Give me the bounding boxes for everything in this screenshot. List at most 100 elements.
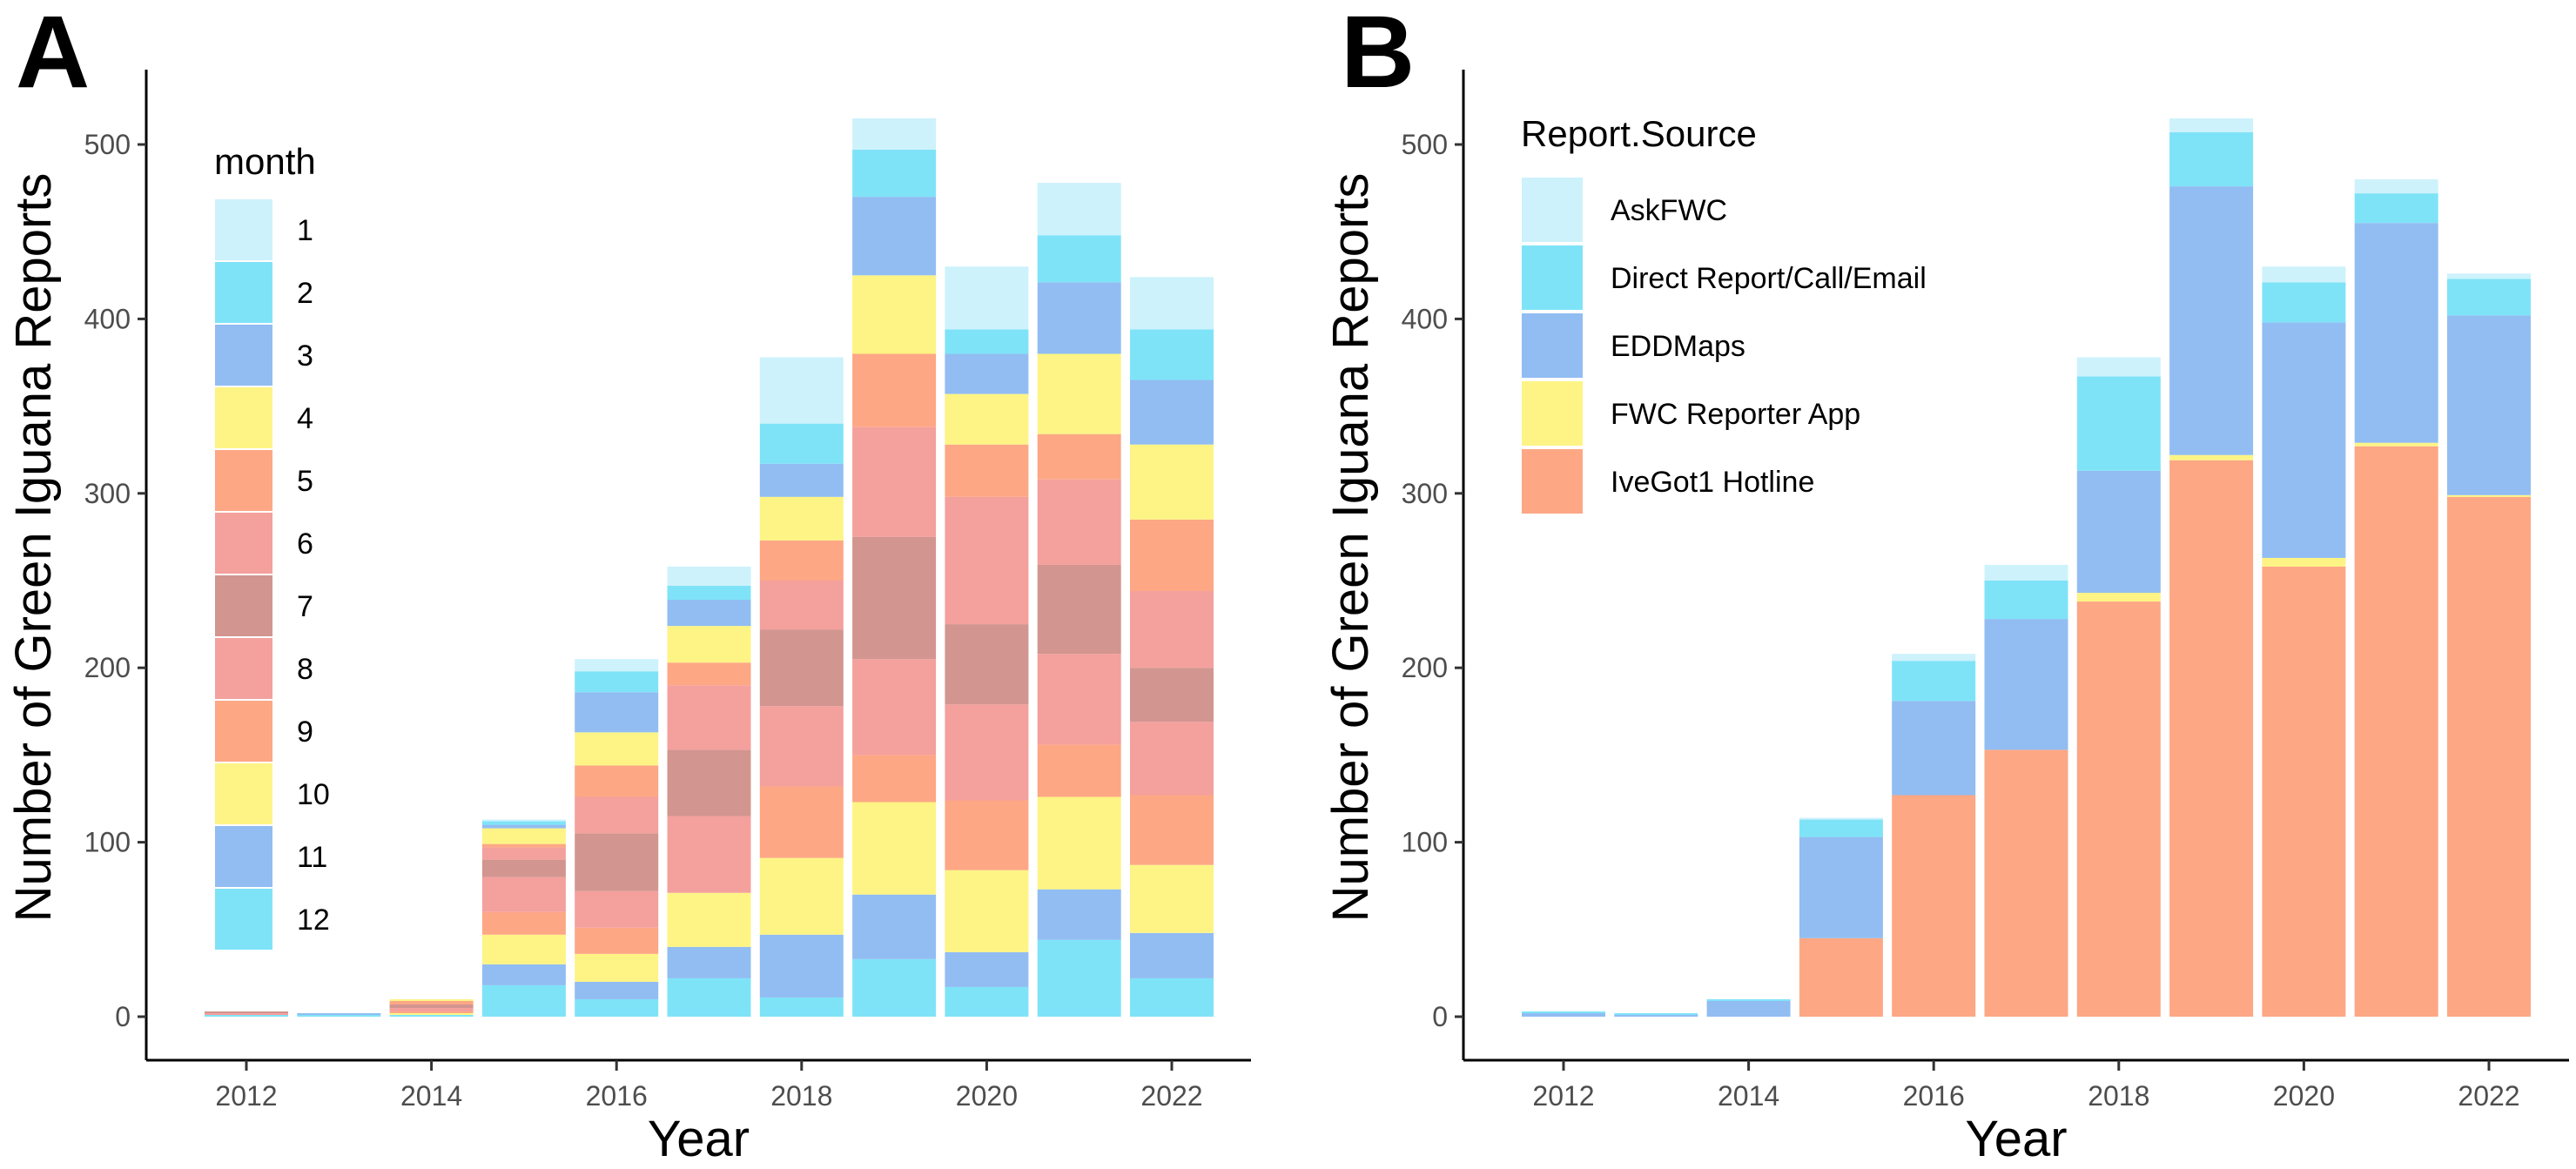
panel-b-bar-2016-ivegot1-hotline <box>1892 795 1976 1017</box>
panel-b-bar-2016-direct-report-call-email <box>1892 661 1976 702</box>
panel-a-bar-2017-3 <box>667 600 751 627</box>
panel-a-bar-2016-8 <box>575 890 659 928</box>
panel-a-bar-2019-10 <box>852 802 937 895</box>
panel-a-bar-2019-12 <box>852 958 937 1017</box>
panel-a-x-ticks: 2012 2014 2016 2018 2020 2022 <box>215 1060 1203 1112</box>
panel-a-bar-2022-8 <box>1130 722 1214 796</box>
panel-b-bar-2020-eddmaps <box>2262 322 2346 558</box>
panel-letter-b: B <box>1341 0 1415 110</box>
panel-a-bar-2020-1 <box>945 266 1029 330</box>
panel-a-y-tick-label: 300 <box>84 478 131 509</box>
panel-a-bar-2016-9 <box>575 927 659 954</box>
panel-a-bar-2014-10 <box>389 1012 474 1015</box>
panel-b-x-ticks: 2012 2014 2016 2018 2020 2022 <box>1532 1060 2520 1112</box>
panel-b-legend-label: AskFWC <box>1611 194 1727 227</box>
panel-a-y-tick-label: 0 <box>115 1001 131 1032</box>
panel-b-bar-2014-eddmaps <box>1706 1000 1791 1017</box>
panel-a-bar-2021-7 <box>1037 564 1121 655</box>
panel-b-bar-2017-eddmaps <box>1984 619 2068 750</box>
panel-a-bar-2019-8 <box>852 659 937 756</box>
panel-a-bar-2016-12 <box>575 998 659 1017</box>
panel-a-bar-2014-9 <box>389 1011 474 1013</box>
panel-a-legend-swatch <box>215 262 272 323</box>
panel-a-bar-2012-8 <box>205 1012 288 1015</box>
panel-a-x-tick-label: 2012 <box>215 1080 277 1112</box>
panel-b-bar-2016-eddmaps <box>1892 701 1976 796</box>
panel-a-bar-2014-8 <box>389 1007 474 1011</box>
panel-a-bar-2018-1 <box>759 357 844 424</box>
panel-b-bar-2016-askfwc <box>1892 654 1976 662</box>
panel-a-bar-2016-1 <box>575 659 659 672</box>
panel-b-x-tick-label: 2012 <box>1532 1080 1594 1112</box>
panel-b-bar-2022-direct-report-call-email <box>2447 279 2531 316</box>
panel-a-bar-2016-5 <box>575 765 659 797</box>
panel-a-bar-2016-2 <box>575 671 659 693</box>
panel-a-bar-2014-12 <box>389 1014 474 1017</box>
panel-a-legend-label: 11 <box>297 841 327 874</box>
panel-b-bar-2017-ivegot1-hotline <box>1984 749 2068 1017</box>
panel-a-legend-title: month <box>214 141 316 182</box>
panel-a-bar-2020-2 <box>945 329 1029 354</box>
panel-a-bar-2014-7 <box>389 1004 474 1008</box>
panel-b-bar-2019-fwc-reporter-app <box>2169 454 2254 460</box>
panel-b-x-tick-label: 2014 <box>1718 1080 1779 1112</box>
panel-a-bar-2012-12 <box>205 1014 288 1017</box>
panel-b-legend-swatch <box>1522 381 1583 446</box>
panel-b-bar-2015-ivegot1-hotline <box>1799 937 1883 1017</box>
panel-a-y-tick-label: 100 <box>84 827 131 858</box>
panel-a-legend-label: 4 <box>297 402 313 435</box>
panel-a-bar-2020-11 <box>945 951 1029 987</box>
panel-a-bar-2017-11 <box>667 946 751 978</box>
panel-a-bar-2022-5 <box>1130 519 1214 592</box>
panel-a-bar-2022-7 <box>1130 668 1214 722</box>
panel-a-bar-2022-11 <box>1130 932 1214 978</box>
panel-a-bar-2019-4 <box>852 275 937 354</box>
panel-a-x-tick-label: 2014 <box>400 1080 462 1112</box>
panel-a-bar-2018-7 <box>759 629 844 707</box>
panel-a-legend-label: 8 <box>297 653 313 686</box>
panel-a-bar-2017-8 <box>667 816 751 893</box>
panel-b-y-tick-label: 300 <box>1402 478 1448 509</box>
panel-a-bar-2016-4 <box>575 732 659 766</box>
panel-a-bar-2017-1 <box>667 566 751 587</box>
panel-a-bar-2018-11 <box>759 934 844 998</box>
panel-a-bar-2019-6 <box>852 427 937 537</box>
panel-a-bar-2019-9 <box>852 755 937 803</box>
panel-b-bar-2022-ivegot1-hotline <box>2447 496 2531 1017</box>
panel-a-bar-2016-10 <box>575 953 659 982</box>
panel-a-bar-2015-12 <box>481 984 566 1017</box>
panel-b-bar-2020-direct-report-call-email <box>2262 282 2346 323</box>
panel-a-bar-2018-5 <box>759 540 844 581</box>
panel-b-bar-2018-eddmaps <box>2076 470 2161 594</box>
panel-a-bar-2018-9 <box>759 786 844 858</box>
panel-a-bar-2017-7 <box>667 749 751 816</box>
panel-a-bar-2012-7 <box>205 1011 288 1013</box>
panel-a-bar-2017-5 <box>667 662 751 686</box>
panel-letter-a: A <box>16 0 90 110</box>
panel-a-legend-label: 12 <box>297 904 330 937</box>
panel-b-legend-label: EDDMaps <box>1611 330 1745 363</box>
panel-a-bar-2022-2 <box>1130 329 1214 380</box>
panel-a-bar-2016-7 <box>575 833 659 891</box>
panel-b-bar-2020-ivegot1-hotline <box>2262 566 2346 1017</box>
panel-a-bar-2022-6 <box>1130 591 1214 668</box>
panel-b-legend-swatch <box>1522 313 1583 378</box>
panel-a-legend-swatch <box>215 889 272 950</box>
panel-a-bar-2021-1 <box>1037 183 1121 236</box>
panel-a-bar-2015-3 <box>481 824 566 829</box>
panel-b-bar-2015-askfwc <box>1799 817 1883 820</box>
panel-a-bar-2020-4 <box>945 393 1029 445</box>
panel-a-bar-2020-12 <box>945 986 1029 1017</box>
panel-b-bar-2021-ivegot1-hotline <box>2354 446 2438 1017</box>
panel-b-legend-swatch <box>1522 449 1583 514</box>
panel-a-bar-2013-12 <box>297 1014 381 1017</box>
panel-b-bars <box>1522 118 2531 1017</box>
panel-a-bar-2015-7 <box>481 859 566 877</box>
panel-a-bar-2022-3 <box>1130 380 1214 445</box>
panel-b-legend-swatch <box>1522 178 1583 242</box>
panel-a-y-tick-label: 400 <box>84 303 131 334</box>
panel-b-bar-2018-askfwc <box>2076 357 2161 377</box>
panel-a-legend-swatch <box>215 199 272 260</box>
